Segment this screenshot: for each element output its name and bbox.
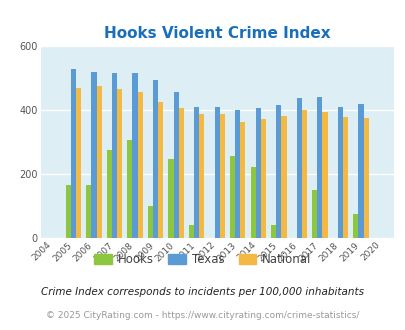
Bar	[296, 98, 301, 238]
Bar	[194, 107, 199, 238]
Bar	[342, 117, 347, 238]
Bar	[260, 119, 265, 238]
Bar	[132, 73, 137, 238]
Bar	[76, 88, 81, 238]
Bar	[137, 92, 143, 238]
Bar	[112, 73, 117, 238]
Text: Crime Index corresponds to incidents per 100,000 inhabitants: Crime Index corresponds to incidents per…	[41, 287, 364, 297]
Bar	[271, 225, 275, 238]
Bar	[173, 92, 178, 238]
Bar	[358, 104, 362, 238]
Bar	[107, 150, 112, 238]
Bar	[71, 69, 76, 238]
Bar	[127, 140, 132, 238]
Bar	[240, 122, 245, 238]
Bar	[117, 89, 122, 238]
Bar	[214, 107, 219, 238]
Bar	[158, 102, 163, 238]
Bar	[301, 110, 306, 238]
Bar	[322, 112, 327, 238]
Bar	[352, 214, 358, 238]
Text: © 2025 CityRating.com - https://www.cityrating.com/crime-statistics/: © 2025 CityRating.com - https://www.city…	[46, 311, 359, 320]
Bar	[275, 105, 281, 238]
Bar	[153, 80, 158, 238]
Title: Hooks Violent Crime Index: Hooks Violent Crime Index	[104, 26, 330, 41]
Bar	[199, 114, 204, 238]
Legend: Hooks, Texas, National: Hooks, Texas, National	[90, 248, 315, 271]
Bar	[281, 116, 286, 238]
Bar	[96, 86, 101, 238]
Bar	[178, 108, 183, 238]
Bar	[219, 114, 224, 238]
Bar	[234, 110, 240, 238]
Bar	[317, 97, 322, 238]
Bar	[91, 72, 96, 238]
Bar	[168, 159, 173, 238]
Bar	[188, 225, 194, 238]
Bar	[230, 156, 234, 238]
Bar	[86, 185, 91, 238]
Bar	[66, 185, 71, 238]
Bar	[250, 167, 255, 238]
Bar	[362, 118, 368, 238]
Bar	[311, 190, 317, 238]
Bar	[147, 206, 153, 238]
Bar	[337, 107, 342, 238]
Bar	[255, 108, 260, 238]
